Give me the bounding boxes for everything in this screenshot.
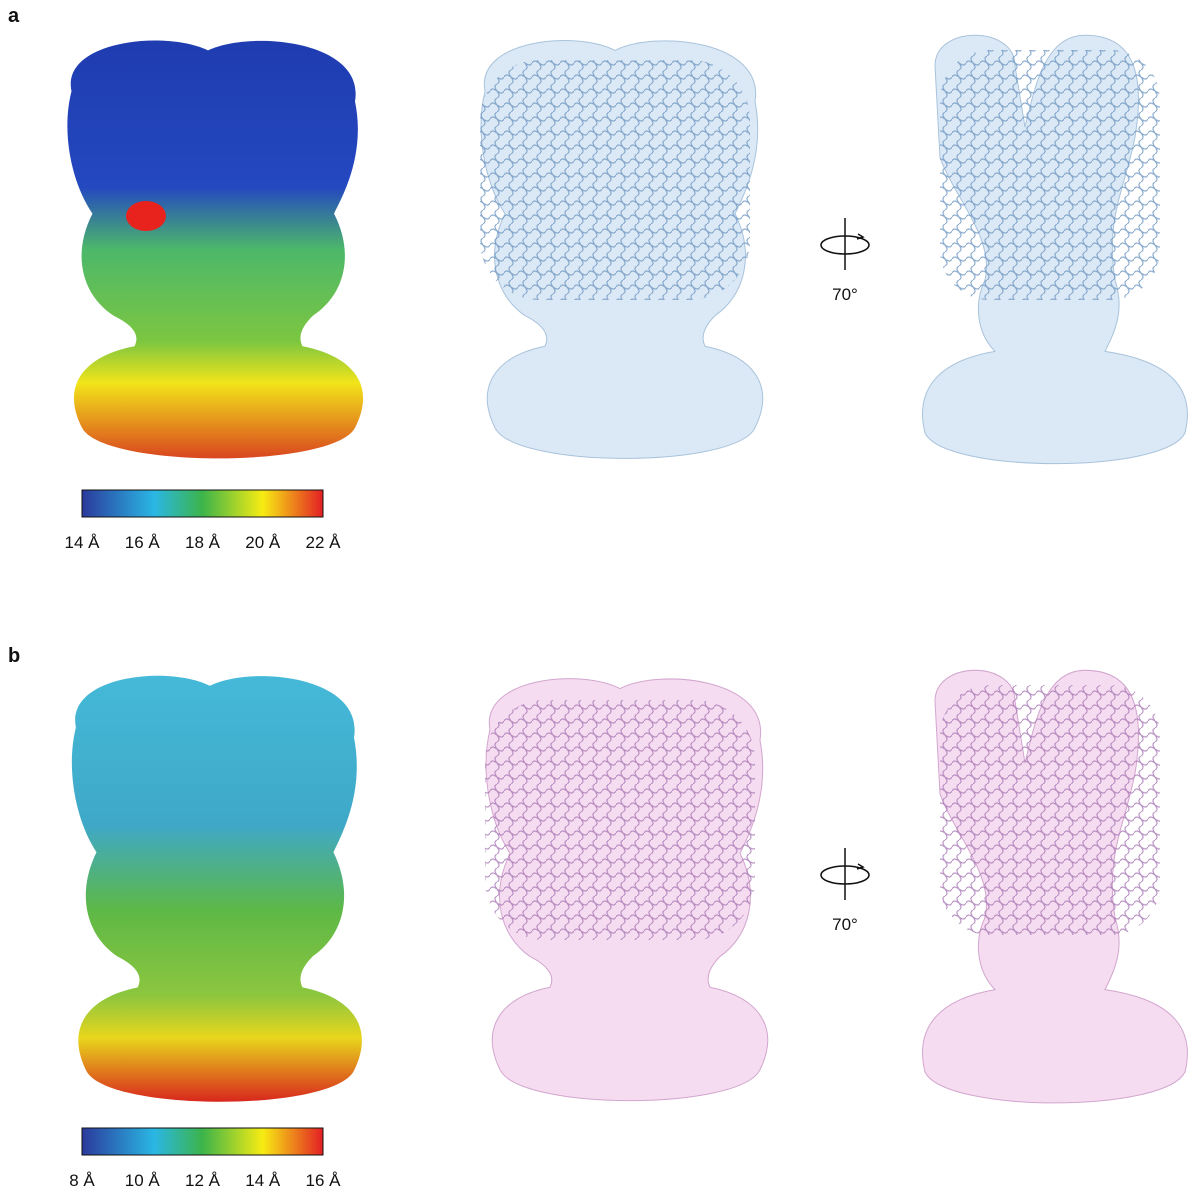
colorbar-tick-label: 20 Å	[245, 533, 281, 552]
heat-map	[72, 676, 362, 1102]
rotation-icon	[821, 218, 869, 270]
colorbar-tick-label: 12 Å	[185, 1171, 221, 1190]
colorbar-tick-label: 16 Å	[306, 1171, 342, 1190]
rotation-label: 70°	[832, 915, 858, 934]
heat-map	[67, 41, 363, 459]
colorbar-tick-label: 14 Å	[65, 533, 101, 552]
colorbar-tick-label: 8 Å	[69, 1171, 95, 1190]
colorbar	[82, 490, 323, 517]
ribbon-model	[940, 685, 1160, 935]
colorbar-tick-label: 22 Å	[306, 533, 342, 552]
panel-label: b	[8, 645, 20, 667]
rotation-label: 70°	[832, 285, 858, 304]
colorbar-tick-label: 10 Å	[125, 1171, 161, 1190]
panel-label: a	[8, 5, 20, 27]
colorbar-tick-label: 18 Å	[185, 533, 221, 552]
hotspot	[126, 201, 166, 231]
ribbon-model	[480, 60, 750, 300]
ribbon-model	[485, 700, 755, 940]
rotation-icon	[821, 848, 869, 900]
colorbar-tick-label: 14 Å	[245, 1171, 281, 1190]
figure: a 70° b 70° 14 Å 16 Å 18 Å 20 Å 22 Å 8 Å 10 Å 1…	[0, 0, 1199, 1193]
colorbar	[82, 1128, 323, 1155]
ribbon-model	[940, 50, 1160, 300]
colorbar-tick-label: 16 Å	[125, 533, 161, 552]
